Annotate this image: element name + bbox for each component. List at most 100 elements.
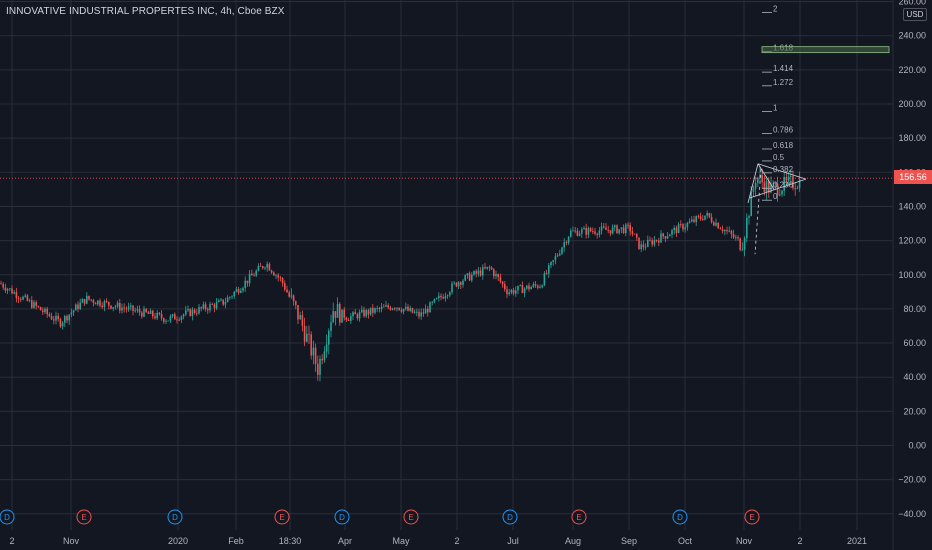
candle (185, 306, 187, 317)
candle (160, 310, 163, 321)
svg-text:D: D (4, 513, 10, 522)
candle (644, 243, 647, 251)
candle (475, 269, 477, 278)
candle (101, 302, 103, 310)
candle (79, 298, 81, 311)
candle (66, 314, 68, 324)
candle (55, 311, 57, 325)
candle (237, 286, 240, 295)
dividend-marker[interactable]: D (672, 509, 688, 525)
candle (110, 305, 112, 310)
candle (779, 189, 781, 197)
candle (422, 308, 425, 317)
candle (435, 297, 438, 300)
candle (31, 296, 33, 309)
candle (728, 226, 730, 233)
time-tick-label: May (392, 536, 410, 546)
candle (114, 304, 117, 310)
candle (706, 210, 708, 219)
candle (297, 305, 299, 325)
candle (407, 304, 409, 312)
candle (149, 308, 152, 315)
candle (708, 212, 711, 219)
candle (246, 280, 249, 287)
candle (710, 213, 713, 224)
fib-level: 1.414 (762, 64, 794, 73)
dividend-marker[interactable]: D (0, 509, 15, 525)
candle (391, 307, 394, 311)
candle (614, 224, 616, 232)
earnings-marker[interactable]: E (403, 509, 419, 525)
earnings-marker[interactable]: E (274, 509, 290, 525)
candle (490, 266, 493, 271)
candle (561, 246, 563, 256)
candle (15, 287, 18, 303)
candle (301, 310, 304, 332)
candle (625, 223, 627, 237)
earnings-marker[interactable]: E (76, 509, 92, 525)
candle (726, 226, 728, 235)
candle (471, 272, 473, 283)
candle (413, 309, 416, 314)
candle (127, 302, 130, 312)
candle (83, 298, 86, 307)
candle (363, 306, 365, 318)
candle (783, 171, 785, 197)
fib-level: 1.272 (762, 78, 794, 87)
candle (754, 176, 757, 197)
candle (308, 325, 310, 344)
time-tick-label: Jul (507, 536, 519, 546)
candle (581, 227, 583, 238)
candle (497, 273, 499, 281)
chart-title[interactable]: INNOVATIVE INDUSTRIAL PROPERTES INC, 4h,… (6, 6, 285, 17)
pattern-measure-line (754, 168, 762, 255)
candle (251, 269, 253, 276)
candle (798, 171, 801, 192)
candle (345, 316, 348, 323)
candle (398, 307, 400, 311)
candle (688, 218, 691, 224)
candle (279, 275, 282, 282)
price-axis[interactable]: 260.00240.00220.00200.00180.00160.00140.… (898, 0, 926, 519)
candle (631, 226, 634, 237)
candle (356, 312, 359, 321)
candle (468, 271, 471, 281)
fibonacci-extension[interactable]: 21.6181.4141.27210.7860.6180.50.3820.236… (761, 4, 890, 201)
time-axis[interactable]: 2 Nov 2020 Feb 18:30 Apr May 2 Jul Aug Sep Oct Nov 2 2… (9, 536, 867, 546)
candle (323, 346, 326, 363)
currency-badge[interactable]: USD (903, 8, 927, 21)
candle (699, 212, 702, 222)
candle (61, 320, 64, 330)
candle (44, 307, 46, 315)
candle (759, 166, 761, 184)
dividend-marker[interactable]: D (502, 509, 518, 525)
candle (598, 226, 601, 238)
candle (292, 294, 295, 306)
candle (57, 312, 59, 322)
price-tick-label: 80.00 (903, 304, 926, 314)
price-tick-label: 120.00 (898, 236, 926, 246)
candle (638, 237, 640, 250)
candle (336, 297, 339, 318)
candle (28, 298, 31, 303)
candle (673, 225, 675, 235)
candle (266, 261, 268, 272)
candle (207, 307, 209, 315)
candle (757, 176, 759, 187)
earnings-marker[interactable]: E (571, 509, 587, 525)
dividend-marker[interactable]: D (167, 509, 183, 525)
dividend-marker[interactable]: D (334, 509, 350, 525)
candle (537, 284, 539, 290)
candle (515, 286, 517, 297)
candle (299, 311, 301, 320)
candle (20, 296, 22, 303)
candle (361, 305, 363, 314)
candle (526, 285, 528, 290)
candle (774, 181, 777, 190)
candle (24, 293, 26, 298)
candle (202, 301, 205, 310)
candle (310, 331, 312, 360)
earnings-marker[interactable]: E (744, 509, 760, 525)
candle (484, 263, 486, 270)
